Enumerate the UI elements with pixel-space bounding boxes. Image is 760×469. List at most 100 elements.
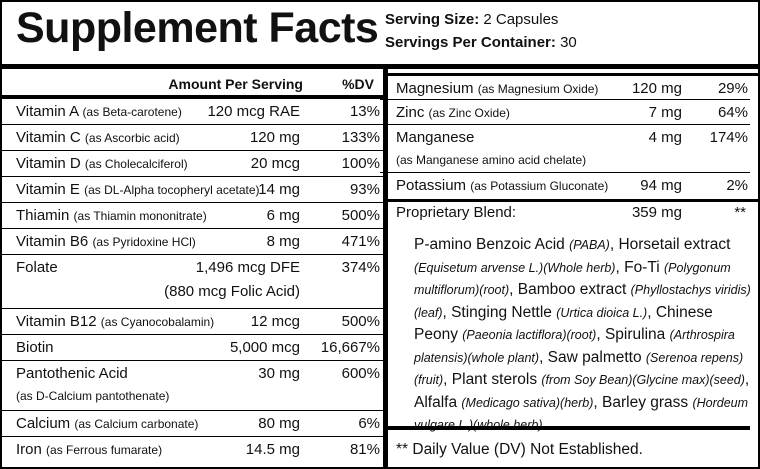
label: Servings Per Container: xyxy=(385,34,556,51)
row-rule xyxy=(2,334,383,335)
name: Magnesium xyxy=(396,80,474,97)
blend-text: P-amino Benzoic Acid (PABA), Horsetail e… xyxy=(414,234,754,437)
nutrient-name: Biotin xyxy=(16,339,54,357)
daily-value: 600% xyxy=(341,365,380,382)
amount: 1,496 mcg DFE xyxy=(195,259,300,276)
name: Vitamin A xyxy=(16,103,79,120)
row-rule xyxy=(2,360,383,361)
nutrient-name: Vitamin E (as DL-Alpha tocopheryl acetat… xyxy=(16,181,260,199)
label: Serving Size: xyxy=(385,11,480,28)
value: 2 Capsules xyxy=(483,11,559,28)
daily-value: 64% xyxy=(717,104,748,121)
amount: 14 mg xyxy=(258,181,300,198)
rule xyxy=(388,199,758,202)
amount-note: (880 mcg Folic Acid) xyxy=(164,283,300,300)
daily-value: 2% xyxy=(726,177,748,194)
row-rule xyxy=(2,150,383,151)
ingredient-text: , Alfalfa xyxy=(414,371,750,411)
row-rule xyxy=(2,410,383,411)
row-rule xyxy=(2,228,383,229)
daily-value: 500% xyxy=(341,207,380,224)
row-rule xyxy=(380,99,750,100)
source: (as Pyridoxine HCl) xyxy=(92,235,196,249)
nutrient-name: Thiamin (as Thiamin mononitrate) xyxy=(16,207,207,225)
row-rule xyxy=(380,124,750,125)
ingredient-text: , Horsetail extract xyxy=(609,236,731,253)
servings-per-container: Servings Per Container: 30 xyxy=(385,34,577,52)
name: Calcium xyxy=(16,415,71,432)
nutrient-name: Iron (as Ferrous fumarate) xyxy=(16,441,162,459)
name: Vitamin B6 xyxy=(16,233,89,250)
ingredient-text: (Paeonia lactiflora)(root) xyxy=(462,328,597,342)
daily-value: 81% xyxy=(349,441,380,458)
ingredient-text: (from Soy Bean)(Glycine max)(seed) xyxy=(541,373,745,387)
source: (as Beta-carotene) xyxy=(82,105,182,119)
ingredient-text: (Phyllostachys viridis)(leaf) xyxy=(414,283,751,320)
source: (as Ferrous fumarate) xyxy=(46,443,163,457)
daily-value: 100% xyxy=(341,155,380,172)
amount: 6 mg xyxy=(266,207,300,224)
amount: 4 mg xyxy=(648,129,682,146)
ingredient-text: , Plant sterols xyxy=(443,371,542,388)
rule xyxy=(2,95,383,99)
amount: 80 mg xyxy=(258,415,300,432)
name: Zinc xyxy=(396,104,425,121)
source: (as Potassium Gluconate) xyxy=(470,179,609,193)
daily-value: 174% xyxy=(709,129,748,146)
row-rule xyxy=(2,254,383,255)
nutrient-name: Vitamin A (as Beta-carotene) xyxy=(16,103,182,121)
daily-value: 93% xyxy=(349,181,380,198)
daily-value: 133% xyxy=(341,129,380,146)
amount: 14.5 mg xyxy=(245,441,300,458)
nutrient-name: Calcium (as Calcium carbonate) xyxy=(16,415,198,433)
row-rule xyxy=(2,202,383,203)
ingredient-text: , Bamboo extract xyxy=(509,281,631,298)
daily-value: 16,667% xyxy=(320,339,380,356)
source: (as Ascorbic acid) xyxy=(84,131,180,145)
rule xyxy=(388,73,758,76)
name: Thiamin xyxy=(16,207,70,224)
daily-value: 6% xyxy=(358,415,380,432)
ingredient-text: (Arthrospira platensis)(whole plant) xyxy=(414,328,735,365)
daily-value: 471% xyxy=(341,233,380,250)
amount: 94 mg xyxy=(640,177,682,194)
amount: 120 mg xyxy=(249,129,300,146)
nutrient-name: Vitamin C (as Ascorbic acid) xyxy=(16,129,180,147)
amount: 20 mcg xyxy=(250,155,300,172)
nutrient-name: Magnesium (as Magnesium Oxide) xyxy=(396,80,598,98)
blend-amount: 359 mg xyxy=(631,204,682,221)
blend-name: Proprietary Blend: xyxy=(396,204,517,221)
rule xyxy=(2,64,758,69)
amount: 30 mg xyxy=(258,365,300,382)
name: Vitamin B12 xyxy=(16,313,97,330)
nutrient-name: Potassium (as Potassium Gluconate) xyxy=(396,177,608,195)
source: (as Manganese amino acid chelate) xyxy=(396,153,587,167)
source: (as Magnesium Oxide) xyxy=(477,82,599,96)
name: Manganese xyxy=(396,129,475,146)
ingredient-text: , Saw palmetto xyxy=(539,348,646,366)
value: 30 xyxy=(560,34,577,51)
daily-value: 374% xyxy=(341,259,380,276)
ingredient-text: (PABA) xyxy=(569,238,610,252)
ingredient-text: (Equisetum arvense L.)(Whole herb) xyxy=(414,260,616,275)
nutrient-name: Zinc (as Zinc Oxide) xyxy=(396,104,510,122)
ingredient-text: , Fo-Ti xyxy=(615,258,664,276)
name: Pantothenic Acid xyxy=(16,365,128,382)
source: (as Zinc Oxide) xyxy=(428,106,510,120)
ingredient-text: (Serenoa repens)(fruit) xyxy=(414,350,744,388)
ingredient-text: , Spirulina xyxy=(596,326,670,343)
nutrient-name: Pantothenic Acid (as D-Calcium pantothena… xyxy=(16,365,169,405)
source: (as Cyanocobalamin) xyxy=(100,315,215,329)
amount: 7 mg xyxy=(648,104,682,121)
header: %DV xyxy=(342,76,374,92)
source: (as DL-Alpha tocopheryl acetate) xyxy=(84,183,260,197)
ingredient-text: (Medicago sativa)(herb) xyxy=(461,395,594,410)
name: Vitamin D xyxy=(16,155,81,172)
row-rule xyxy=(2,124,383,125)
ingredient-text: (Polygonum multiflorum)(root) xyxy=(414,260,731,298)
divider xyxy=(383,64,388,467)
nutrient-name: Vitamin D (as Cholecalciferol) xyxy=(16,155,188,173)
amount: 120 mcg RAE xyxy=(207,103,300,120)
name: Potassium xyxy=(396,177,467,194)
